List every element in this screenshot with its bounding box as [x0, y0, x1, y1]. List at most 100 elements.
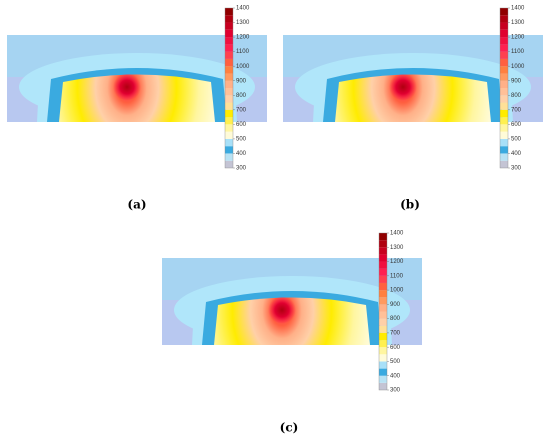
colorbar-band — [225, 51, 233, 59]
colorbar-tick-label: 900 — [390, 302, 401, 308]
colorbar-band — [225, 37, 233, 45]
colorbar-band — [225, 160, 233, 168]
colorbar-tick-label: 800 — [390, 316, 401, 322]
colorbar-band — [225, 44, 233, 52]
colorbar-tick-label: 1300 — [511, 20, 525, 26]
panel-label: (b) — [400, 198, 420, 212]
colorbar-tick-label: 1300 — [390, 245, 404, 251]
colorbar-tick-label: 300 — [511, 166, 522, 172]
colorbar-tick-label: 1100 — [236, 49, 250, 55]
colorbar-band — [500, 131, 508, 139]
colorbar-band — [225, 95, 233, 103]
colorbar-band — [225, 88, 233, 96]
colorbar-band — [225, 15, 233, 23]
colorbar-tick-label: 900 — [511, 78, 522, 84]
colorbar-band — [500, 146, 508, 154]
colorbar-band — [500, 160, 508, 168]
colorbar-band — [379, 332, 387, 341]
colorbar-tick-label: 700 — [390, 330, 401, 336]
colorbar-band — [500, 95, 508, 103]
colorbar-tick-label: 900 — [236, 78, 247, 84]
colorbar-band — [500, 58, 508, 67]
colorbar-tick-label: 800 — [511, 93, 522, 99]
colorbar-tick-label: 1400 — [390, 231, 404, 237]
colorbar-band — [225, 8, 233, 16]
colorbar-band — [379, 311, 387, 319]
colorbar-band — [225, 153, 233, 161]
colorbar-frame — [499, 7, 509, 169]
colorbar-band — [225, 80, 233, 88]
colorbar-band — [500, 29, 508, 38]
colorbar-band — [379, 340, 387, 348]
colorbar-band — [500, 124, 508, 132]
colorbar-band — [500, 117, 508, 125]
colorbar-tick-label: 500 — [236, 136, 247, 142]
colorbar-band — [379, 261, 387, 269]
colorbar-tick-label: 1400 — [236, 6, 250, 12]
colorbar-band — [500, 8, 508, 16]
colorbar-band — [379, 375, 387, 383]
colorbar-band — [379, 354, 387, 362]
colorbar-band — [225, 22, 233, 30]
colorbar-band — [225, 58, 233, 67]
colorbar-band — [379, 247, 387, 255]
colorbar-tick-label: 1200 — [511, 35, 525, 41]
colorbar-frame — [378, 232, 388, 391]
colorbar-band — [500, 73, 508, 81]
colorbar-band — [379, 382, 387, 390]
colorbar-band — [225, 117, 233, 125]
colorbar-band — [500, 80, 508, 88]
colorbar-tick-label: 1200 — [390, 259, 404, 265]
colorbar-band — [379, 297, 387, 305]
colorbar-band — [225, 138, 233, 147]
colorbar-band — [500, 88, 508, 96]
colorbar-tick-label: 1400 — [511, 6, 525, 12]
colorbar-tick-label: 1000 — [511, 64, 525, 70]
colorbar-tick-label: 700 — [511, 107, 522, 113]
colorbar-band — [500, 138, 508, 147]
colorbar-band — [379, 282, 387, 291]
colorbar-tick-label: 600 — [511, 122, 522, 128]
colorbar-band — [379, 233, 387, 241]
colorbar-band — [379, 368, 387, 376]
colorbar-tick-label: 300 — [390, 388, 401, 394]
colorbar-band — [379, 275, 387, 283]
colorbar-band — [500, 153, 508, 161]
colorbar-band — [379, 240, 387, 248]
colorbar-tick-label: 400 — [236, 151, 247, 157]
colorbar-band — [379, 304, 387, 312]
colorbar-band — [500, 51, 508, 59]
colorbar-band — [500, 102, 508, 110]
colorbar-tick-label: 800 — [236, 93, 247, 99]
colorbar-tick-label: 300 — [236, 166, 247, 172]
colorbar-band — [225, 124, 233, 132]
colorbar-tick-label: 400 — [511, 151, 522, 157]
colorbar-tick-label: 1100 — [511, 49, 525, 55]
colorbar-band — [225, 146, 233, 154]
colorbar-tick-label: 1000 — [236, 64, 250, 70]
colorbar-band — [225, 73, 233, 81]
colorbar-band — [500, 66, 508, 74]
colorbar-tick-label: 500 — [511, 136, 522, 142]
colorbar-band — [225, 102, 233, 110]
colorbar-band — [500, 37, 508, 45]
colorbar-band — [225, 109, 233, 118]
colorbar-band — [500, 44, 508, 52]
colorbar-band — [379, 361, 387, 369]
colorbar-band — [379, 318, 387, 326]
colorbar-tick-label: 700 — [236, 107, 247, 113]
colorbar-tick-label: 1100 — [390, 273, 404, 279]
colorbar-band — [225, 131, 233, 139]
colorbar-tick-label: 400 — [390, 373, 401, 379]
colorbar-band — [500, 109, 508, 118]
colorbar-tick-label: 500 — [390, 359, 401, 365]
colorbar-band — [225, 29, 233, 38]
colorbar-band — [500, 15, 508, 23]
panel-label: (c) — [280, 421, 299, 435]
colorbar-band — [500, 22, 508, 30]
colorbar-tick-label: 1000 — [390, 288, 404, 294]
colorbar-band — [379, 254, 387, 262]
colorbar-band — [379, 290, 387, 298]
colorbar-band — [225, 66, 233, 74]
